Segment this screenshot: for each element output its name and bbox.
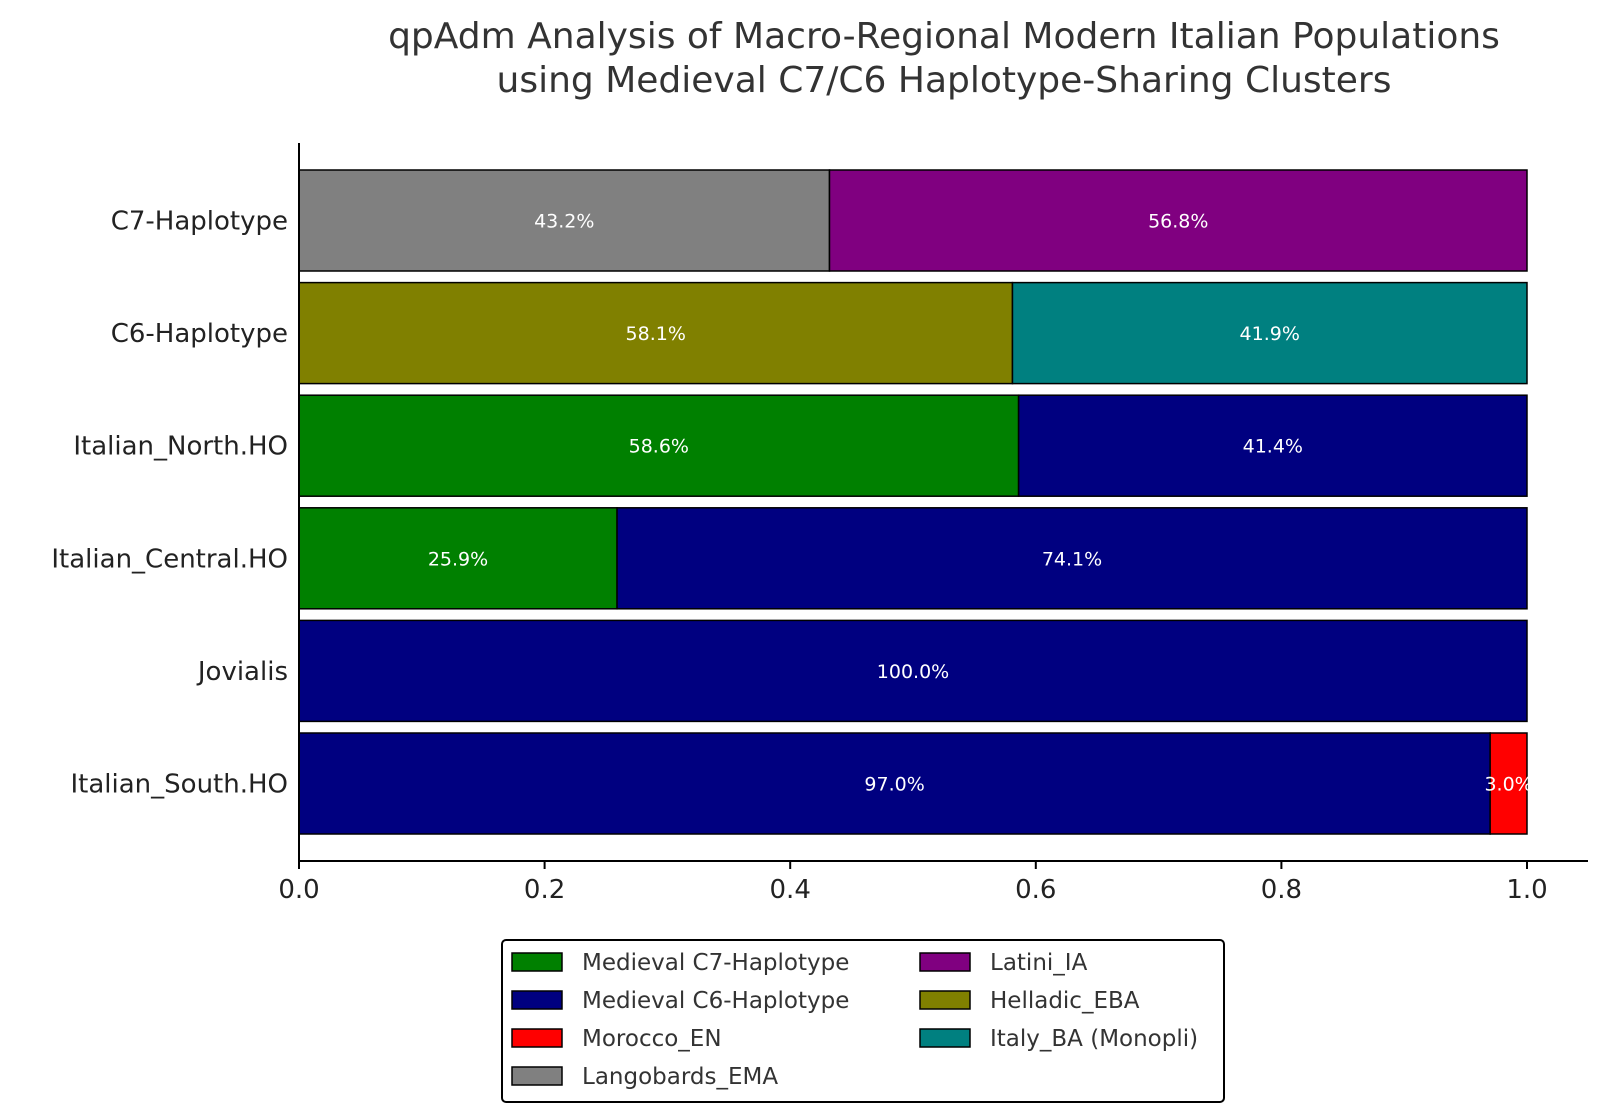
legend-label-medieval-c7-haplotype: Medieval C7-Haplotype: [582, 950, 849, 976]
bar-segment-italian-central-ho-medieval-c7-haplotype: [298, 507, 618, 610]
legend-label-latini-ia: Latini_IA: [990, 950, 1088, 976]
legend-frame: [501, 939, 1225, 1103]
data-label-italian-south-ho-medieval-c6-haplotype: 97.0%: [864, 774, 924, 796]
legend-swatch-medieval-c7-haplotype: [511, 952, 563, 972]
chart-title-line-1: qpAdm Analysis of Macro-Regional Modern …: [388, 16, 1500, 57]
legend-label-langobards-ema: Langobards_EMA: [582, 1064, 778, 1090]
data-label-c6-haplotype-italy-ba-monopli: 41.9%: [1240, 323, 1300, 345]
legend-swatch-helladic-eba: [919, 990, 971, 1010]
category-label-c6-haplotype: C6-Haplotype: [111, 319, 288, 349]
x-tick-label: 0.6: [1015, 875, 1056, 905]
x-tick-label: 0.0: [278, 875, 319, 905]
data-label-italian-central-ho-medieval-c7-haplotype: 25.9%: [428, 548, 488, 570]
bar-segment-c7-haplotype-latini-ia: [828, 169, 1528, 272]
legend-label-morocco-en: Morocco_EN: [582, 1026, 722, 1052]
plot-area: C7-Haplotype 43.2% 56.8% C6-Haplotype 58.1% 4…: [51, 143, 1588, 905]
bar-segment-italian-central-ho-medieval-c6-haplotype: [616, 507, 1528, 610]
bar-segment-italian-south-ho-medieval-c6-haplotype: [298, 732, 1491, 835]
category-label-c7-haplotype: C7-Haplotype: [111, 207, 288, 237]
legend-swatch-morocco-en: [511, 1028, 563, 1048]
bar-segment-c6-haplotype-helladic-eba: [298, 281, 1014, 385]
bar-segment-italian-south-ho-morocco-en: [1489, 732, 1528, 835]
bar-segment-c7-haplotype-langobards-ema: [298, 169, 831, 272]
data-label-italian-central-ho-medieval-c6-haplotype: 74.1%: [1042, 548, 1102, 570]
legend-label-helladic-eba: Helladic_EBA: [990, 988, 1140, 1014]
bar-segment-italian-north-ho-medieval-c6-haplotype: [1017, 394, 1528, 497]
chart-title-line-2: using Medieval C7/C6 Haplotype-Sharing C…: [497, 60, 1392, 101]
x-tick-label: 0.8: [1261, 875, 1302, 905]
legend-label-medieval-c6-haplotype: Medieval C6-Haplotype: [582, 988, 849, 1014]
category-label-italian-north-ho: Italian_North.HO: [73, 432, 288, 462]
legend-label-italy-ba-monopli: Italy_BA (Monopli): [990, 1026, 1198, 1052]
bar-segment-c6-haplotype-italy-ba-monopli: [1011, 281, 1528, 385]
category-label-italian-central-ho: Italian_Central.HO: [51, 544, 288, 574]
category-label-jovialis: Jovialis: [196, 657, 288, 687]
legend: Medieval C7-Haplotype Medieval C6-Haploty…: [501, 939, 1225, 1103]
data-label-italian-south-ho-morocco-en: 3.0%: [1484, 774, 1532, 796]
data-label-italian-north-ho-medieval-c6-haplotype: 41.4%: [1243, 436, 1303, 458]
legend-swatch-latini-ia: [919, 952, 971, 972]
category-label-italian-south-ho: Italian_South.HO: [71, 770, 289, 800]
data-label-c6-haplotype-helladic-eba: 58.1%: [626, 323, 686, 345]
data-label-c7-haplotype-langobards-ema: 43.2%: [534, 211, 594, 233]
legend-swatch-langobards-ema: [511, 1066, 563, 1086]
x-tick-label: 0.4: [770, 875, 811, 905]
data-label-italian-north-ho-medieval-c7-haplotype: 58.6%: [629, 436, 689, 458]
x-tick-label: 0.2: [524, 875, 565, 905]
x-tick-label: 1.0: [1506, 875, 1547, 905]
bar-segment-italian-north-ho-medieval-c7-haplotype: [298, 394, 1020, 497]
data-label-jovialis-medieval-c6-haplotype: 100.0%: [877, 661, 949, 683]
legend-swatch-italy-ba-monopli: [919, 1028, 971, 1048]
data-label-c7-haplotype-latini-ia: 56.8%: [1148, 211, 1208, 233]
legend-swatch-medieval-c6-haplotype: [511, 990, 563, 1010]
